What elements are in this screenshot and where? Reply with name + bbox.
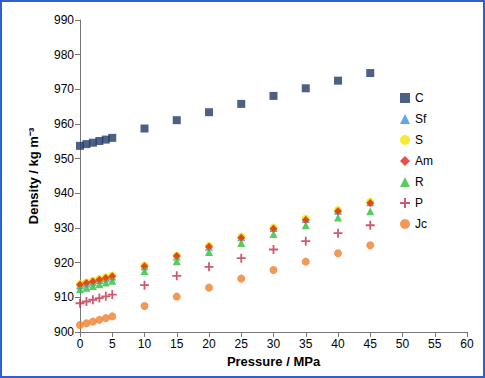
svg-text:910: 910 <box>54 290 74 304</box>
svg-text:25: 25 <box>235 337 249 351</box>
svg-text:980: 980 <box>54 48 74 62</box>
svg-text:Am: Am <box>415 154 433 168</box>
svg-text:Pressure / MPa: Pressure / MPa <box>227 354 321 369</box>
svg-text:10: 10 <box>138 337 152 351</box>
svg-text:970: 970 <box>54 82 74 96</box>
svg-text:S: S <box>415 133 423 147</box>
svg-text:900: 900 <box>54 325 74 339</box>
svg-text:30: 30 <box>267 337 281 351</box>
svg-text:940: 940 <box>54 186 74 200</box>
svg-text:930: 930 <box>54 221 74 235</box>
svg-text:35: 35 <box>299 337 313 351</box>
svg-text:Density / kg m⁻³: Density / kg m⁻³ <box>26 127 41 224</box>
svg-text:60: 60 <box>460 337 474 351</box>
svg-text:0: 0 <box>77 337 84 351</box>
svg-text:Sf: Sf <box>415 112 427 126</box>
svg-text:40: 40 <box>331 337 345 351</box>
svg-text:920: 920 <box>54 256 74 270</box>
svg-text:20: 20 <box>202 337 216 351</box>
svg-text:P: P <box>415 196 423 210</box>
svg-text:50: 50 <box>396 337 410 351</box>
svg-text:R: R <box>415 175 424 189</box>
svg-text:950: 950 <box>54 152 74 166</box>
svg-text:15: 15 <box>170 337 184 351</box>
svg-text:C: C <box>415 91 424 105</box>
svg-text:990: 990 <box>54 13 74 27</box>
svg-text:55: 55 <box>428 337 442 351</box>
svg-text:45: 45 <box>364 337 378 351</box>
svg-text:960: 960 <box>54 117 74 131</box>
svg-text:5: 5 <box>109 337 116 351</box>
svg-text:Jc: Jc <box>415 217 427 231</box>
